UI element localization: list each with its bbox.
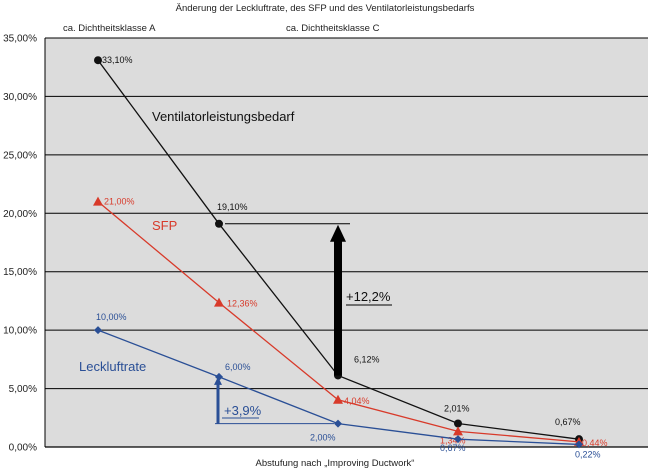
annotation-arrow-head (214, 376, 222, 385)
series-label: Ventilatorleistungsbedarf (152, 109, 295, 124)
data-label: 2,00% (310, 433, 336, 443)
annotation-arrow-shaft (334, 240, 342, 376)
data-label: 12,36% (227, 299, 258, 309)
annotation-arrow-head (330, 224, 346, 242)
data-point (93, 196, 103, 206)
y-tick-label: 10,00% (3, 326, 37, 337)
data-label: 0,67% (555, 417, 581, 427)
data-label: 6,00% (225, 362, 251, 372)
data-point (215, 219, 223, 228)
y-tick-label: 0,00% (9, 443, 37, 454)
data-point (94, 56, 102, 65)
data-label: 1,34% (440, 435, 466, 445)
data-point (453, 426, 463, 436)
x-axis-label: Abstufung nach „Improving Ductwork“ (256, 458, 415, 469)
series-label: Leckluftrate (79, 359, 146, 374)
series-label: SFP (152, 218, 177, 233)
data-label: 2,01% (444, 404, 470, 414)
annotation-label: +3,9% (224, 403, 262, 418)
data-label: 4,04% (344, 396, 370, 406)
y-tick-label: 20,00% (3, 209, 37, 220)
data-point (334, 419, 342, 428)
data-point (94, 326, 102, 335)
x-annotation: ca. Dichtheitsklasse A (63, 23, 156, 34)
data-point (575, 440, 583, 449)
x-annotation: ca. Dichtheitsklasse C (286, 23, 380, 34)
y-tick-label: 35,00% (3, 34, 37, 45)
data-label: 10,00% (96, 312, 127, 322)
plot-area (45, 38, 648, 447)
data-label: 21,00% (104, 197, 135, 207)
annotation-arrow-shaft (216, 382, 220, 424)
data-label: 33,10% (102, 55, 133, 65)
data-label: 6,12% (354, 354, 380, 364)
data-label: 0,44% (582, 438, 608, 448)
annotation-label: +12,2% (346, 289, 391, 304)
data-point (454, 419, 462, 428)
y-tick-label: 15,00% (3, 267, 37, 278)
data-point (454, 435, 462, 444)
data-point (214, 297, 224, 307)
y-tick-label: 30,00% (3, 92, 37, 103)
data-point (333, 394, 343, 404)
y-tick-label: 25,00% (3, 150, 37, 161)
y-tick-label: 5,00% (9, 384, 37, 395)
data-label: 0,22% (575, 449, 601, 459)
chart-title: Änderung der Leckluftrate, des SFP und d… (176, 3, 475, 14)
data-label: 19,10% (217, 202, 248, 212)
data-label: 0,67% (440, 443, 466, 453)
